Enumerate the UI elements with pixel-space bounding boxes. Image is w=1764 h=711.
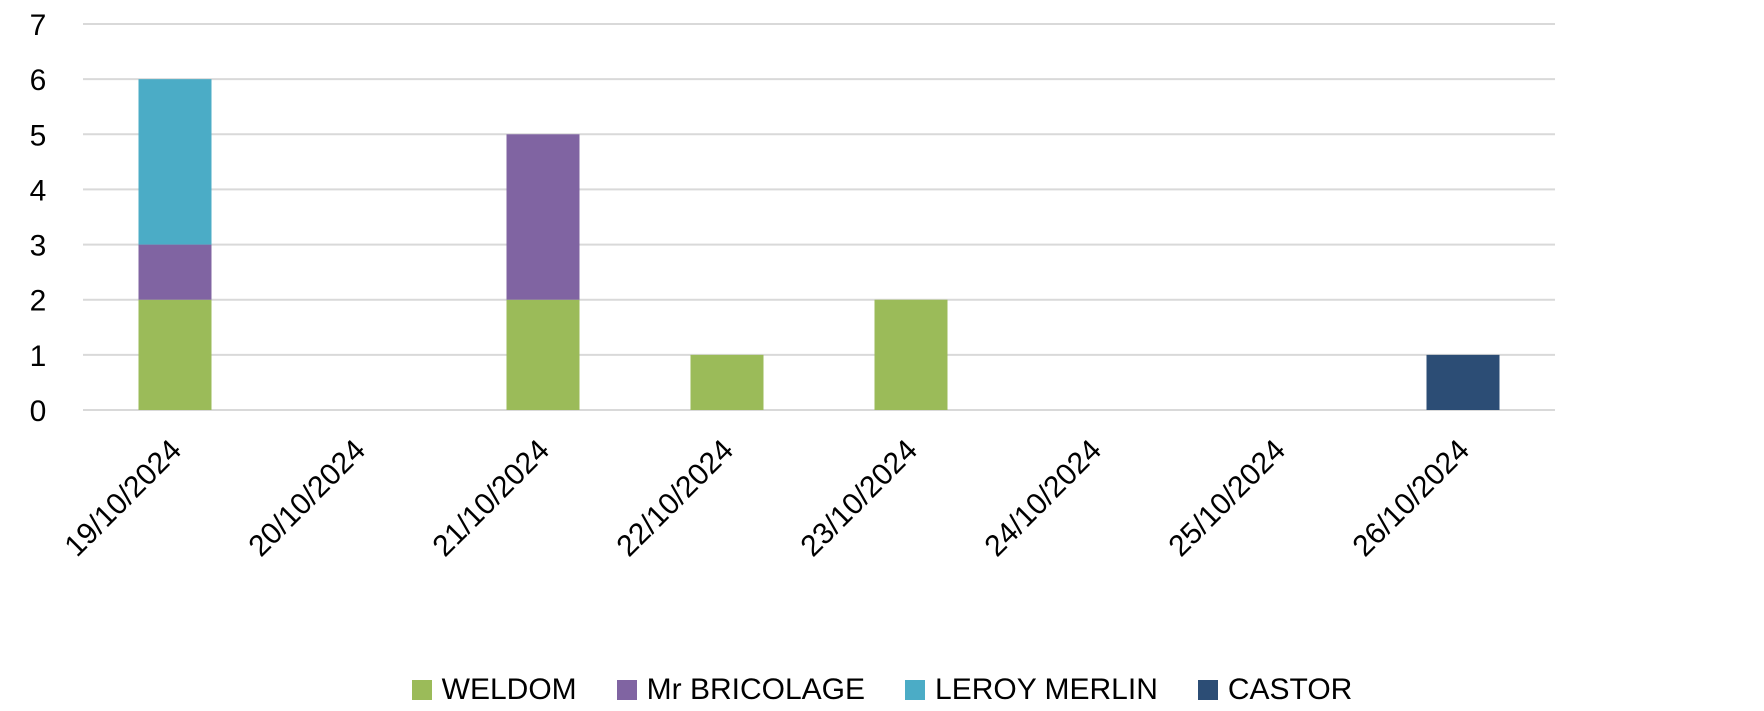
gridlines [83, 23, 1555, 411]
stacked-bar-chart: 0 1 2 3 4 5 6 7 19/10/2024 20/10/2024 21/10/2024 2… [30, 9, 1555, 564]
y-tick-label: 6 [30, 64, 47, 97]
legend-label: LEROY MERLIN [935, 673, 1158, 706]
legend-swatch [905, 680, 926, 700]
legend-item-castor: CASTOR [1197, 673, 1353, 707]
x-tick-label: 22/10/2024 [610, 434, 740, 564]
bar-mr-bricolage-19-10-2024 [138, 244, 212, 300]
y-tick-label: 0 [30, 395, 47, 428]
y-axis-ticks: 0 1 2 3 4 5 6 7 [30, 9, 47, 428]
legend-swatch [616, 680, 637, 700]
bar-castor-26-10-2024 [1426, 354, 1500, 410]
bar-mr-bricolage-21-10-2024 [506, 134, 580, 300]
bar-weldom-23-10-2024 [874, 299, 948, 410]
legend: WELDOM Mr BRICOLAGE LEROY MERLIN CASTOR [0, 672, 1764, 708]
x-tick-label: 25/10/2024 [1162, 434, 1292, 564]
legend-swatch [411, 680, 432, 700]
legend-item-mr-bricolage: Mr BRICOLAGE [616, 673, 866, 707]
legend-item-weldom: WELDOM [411, 673, 577, 707]
x-axis-ticks: 19/10/2024 20/10/2024 21/10/2024 22/10/2024… [58, 434, 1476, 564]
x-tick-label: 24/10/2024 [978, 434, 1108, 564]
legend-label: Mr BRICOLAGE [646, 673, 866, 706]
y-tick-label: 5 [30, 119, 47, 152]
bars [138, 79, 1500, 410]
legend-label: WELDOM [441, 673, 577, 706]
legend-item-leroy-merlin: LEROY MERLIN [905, 673, 1158, 707]
legend-label: CASTOR [1227, 673, 1353, 706]
y-tick-label: 4 [30, 174, 47, 207]
x-tick-label: 26/10/2024 [1346, 434, 1476, 564]
x-tick-label: 19/10/2024 [58, 434, 188, 564]
x-tick-label: 20/10/2024 [242, 434, 372, 564]
bar-weldom-21-10-2024 [506, 299, 580, 410]
bar-leroy-merlin-19-10-2024 [138, 79, 212, 245]
x-tick-label: 21/10/2024 [426, 434, 556, 564]
y-tick-label: 2 [30, 285, 47, 318]
y-tick-label: 7 [30, 9, 47, 42]
bar-weldom-22-10-2024 [690, 354, 764, 410]
y-tick-label: 1 [30, 340, 47, 373]
y-tick-label: 3 [30, 230, 47, 263]
x-tick-label: 23/10/2024 [794, 434, 924, 564]
legend-swatch [1197, 680, 1218, 700]
bar-weldom-19-10-2024 [138, 299, 212, 410]
